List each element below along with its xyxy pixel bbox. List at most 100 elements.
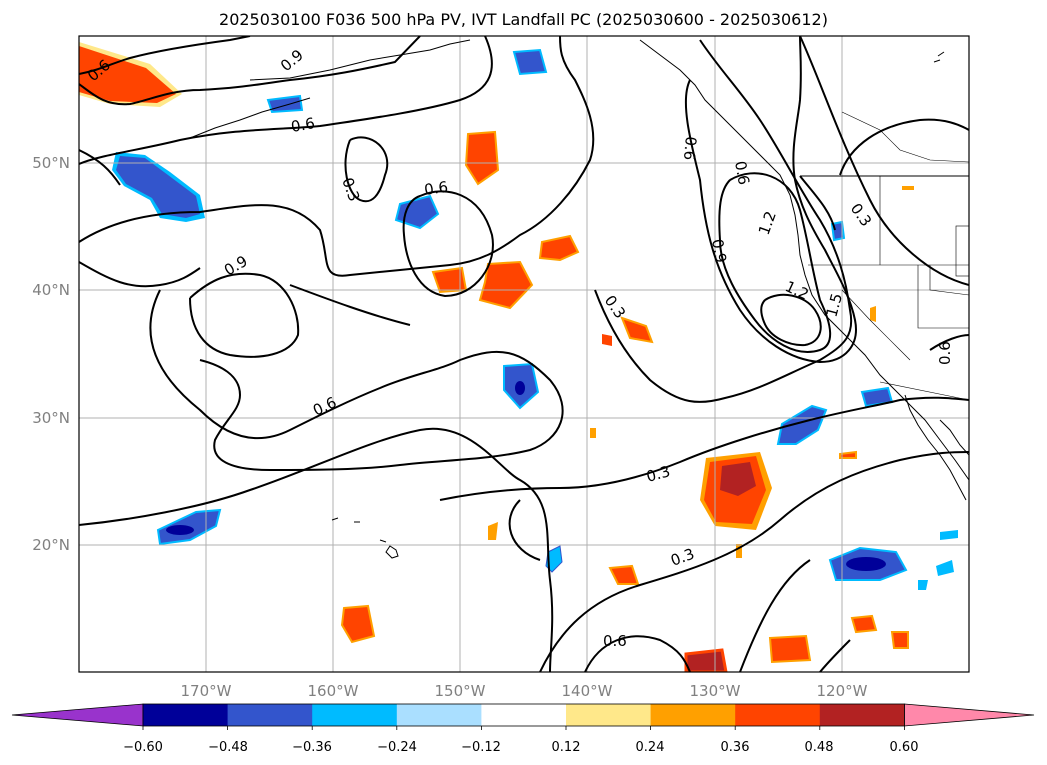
contour-line	[508, 499, 541, 561]
pv-blob-positive	[902, 186, 914, 190]
contour-line	[402, 190, 494, 298]
lon-label: 160°W	[308, 682, 359, 700]
mexico-coast	[939, 419, 969, 456]
contour-label: 1.5	[822, 291, 846, 319]
hawaii-islands	[331, 517, 360, 523]
colorbar-segment	[227, 704, 313, 726]
contour-label: 0.3	[644, 462, 672, 486]
pv-blob-positive	[464, 130, 500, 186]
pv-blob-negative	[515, 381, 525, 395]
colorbar-tick-label: −0.36	[292, 740, 332, 755]
pv-blob-positive	[768, 634, 812, 664]
colorbar-ticks: −0.60 −0.48 −0.36 −0.24 −0.12 0.12 0.24 …	[123, 740, 918, 755]
contour-line	[189, 272, 300, 358]
contour-line	[684, 36, 857, 364]
colorbar-segment	[735, 704, 821, 726]
pv-contours	[79, 36, 969, 672]
coastlines	[189, 39, 969, 559]
contour-line	[79, 427, 554, 672]
aleutian-islands	[189, 97, 311, 139]
colorbar-tick-label: 0.12	[552, 740, 581, 755]
contour-line	[79, 149, 121, 186]
colorbar-segment	[819, 704, 905, 726]
pv-shading	[79, 42, 958, 672]
contour-line	[760, 293, 822, 347]
colorbar-arrow-under	[11, 703, 144, 727]
lon-label: 150°W	[435, 682, 486, 700]
lon-label: 170°W	[181, 682, 232, 700]
pv-blob-positive	[478, 260, 534, 310]
contour-line	[539, 451, 969, 672]
colorbar-tick-label: −0.60	[123, 740, 163, 755]
contour-line	[79, 36, 595, 277]
pv-blob-positive	[431, 266, 468, 294]
colorbar-tick-label: −0.12	[461, 740, 501, 755]
contour-line	[79, 36, 493, 165]
contour-line	[839, 118, 969, 176]
lat-label: 50°N	[32, 154, 70, 172]
pv-blob-positive	[850, 614, 878, 634]
colorbar	[11, 703, 1035, 730]
colorbar-tick-label: 0.60	[890, 740, 919, 755]
pv-blob-negative	[266, 94, 304, 114]
pv-blob-positive	[608, 564, 640, 585]
pv-blob-negative	[776, 404, 828, 445]
state-border	[955, 225, 969, 277]
pv-blob-positive	[340, 604, 376, 644]
pv-blob-positive	[870, 306, 876, 322]
pv-blob-positive	[720, 462, 756, 496]
pv-blob-negative	[545, 545, 563, 573]
state-border	[917, 265, 969, 329]
contour-label: 0.6	[603, 632, 627, 650]
contour-label: 0.6	[290, 114, 317, 136]
pv-blob-positive	[839, 450, 857, 459]
contour-line	[819, 639, 851, 672]
pv-blob-positive	[488, 522, 498, 540]
colorbar-segment	[312, 704, 398, 726]
lon-label: 120°W	[817, 682, 868, 700]
latitude-labels: 50°N 40°N 30°N 20°N	[32, 154, 70, 554]
contour-line	[149, 289, 564, 472]
colorbar-tick-label: −0.24	[377, 740, 417, 755]
contour-labels: 0.9 0.6 0.6 0.3 0.6 0.9 0.6 0.3 0.6 0.9 …	[84, 46, 954, 650]
colorbar-segment	[143, 704, 229, 726]
pv-blob-negative	[166, 525, 194, 535]
map-title: 2025030100 F036 500 hPa PV, IVT Landfall…	[219, 10, 828, 29]
contour-line	[584, 635, 691, 672]
map-area: 0.9 0.6 0.6 0.3 0.6 0.9 0.6 0.3 0.6 0.9 …	[79, 36, 969, 672]
colorbar-segment	[481, 704, 567, 726]
lat-label: 30°N	[32, 409, 70, 427]
contour-line	[79, 36, 421, 106]
colorbar-tick-label: 0.36	[721, 740, 750, 755]
contour-line	[594, 39, 853, 403]
pv-blob-negative	[940, 530, 958, 540]
colorbar-arrow-over	[904, 703, 1035, 727]
colorbar-frame	[142, 703, 905, 727]
contour-line	[439, 396, 969, 501]
pv-blob-negative	[846, 557, 886, 571]
contour-label: 0.6	[680, 136, 700, 161]
contour-line	[799, 36, 969, 286]
contour-line	[79, 261, 201, 288]
contour-label: 0.6	[731, 160, 753, 187]
pv-blob-negative	[936, 560, 954, 576]
contour-line	[344, 136, 389, 203]
contour-line	[79, 36, 251, 75]
pv-blob-positive	[79, 46, 176, 103]
pv-blob-negative	[116, 156, 200, 218]
small-island	[933, 51, 945, 63]
pv-blob-negative	[512, 48, 548, 76]
pv-blob-negative	[918, 580, 928, 590]
colorbar-segment	[566, 704, 652, 726]
contour-label: 0.9	[708, 238, 730, 265]
contour-line	[289, 284, 411, 326]
pv-blob-negative	[394, 194, 440, 230]
lat-label: 20°N	[32, 536, 70, 554]
longitude-labels: 170°W 160°W 150°W 140°W 130°W 120°W	[181, 682, 868, 700]
hawaii-islands	[379, 539, 399, 559]
pv-blob-positive	[620, 316, 654, 344]
baja-coast	[904, 394, 967, 501]
contour-label: 0.6	[423, 178, 449, 199]
contour-line	[718, 172, 832, 353]
